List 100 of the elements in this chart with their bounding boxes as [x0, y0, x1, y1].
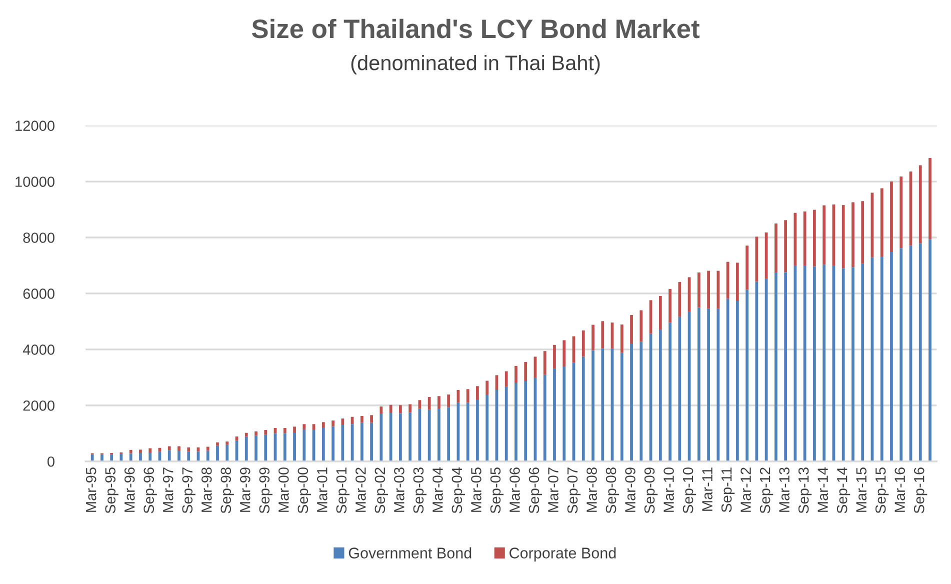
bar	[428, 397, 431, 410]
bar	[774, 272, 778, 462]
bar	[322, 422, 325, 428]
bar	[389, 412, 392, 462]
bar	[524, 381, 528, 462]
bar	[918, 165, 922, 244]
bar	[302, 429, 306, 462]
bar	[813, 210, 816, 266]
bar	[216, 442, 219, 446]
bar	[139, 450, 142, 453]
x-tick-label: Mar-07	[548, 468, 558, 512]
x-tick-label: Mar-00	[278, 467, 289, 512]
bar	[716, 308, 720, 462]
bar	[630, 344, 633, 462]
x-tick-label: Sep-12	[760, 468, 774, 514]
bar	[890, 182, 893, 252]
bar	[504, 386, 508, 462]
bar	[842, 268, 845, 462]
bar	[312, 424, 316, 430]
bar	[216, 446, 219, 462]
bar	[900, 176, 903, 248]
bar	[678, 316, 682, 462]
bar	[842, 205, 845, 268]
bar	[408, 404, 412, 412]
x-tick-label: Mar-15	[856, 468, 867, 512]
x-tick-label: Mar-02	[356, 468, 366, 512]
bar	[486, 380, 489, 396]
bar	[254, 436, 258, 462]
bar	[264, 430, 268, 435]
bar	[764, 232, 768, 279]
bar	[928, 239, 932, 462]
y-tick-label: 10000	[16, 176, 54, 187]
bar	[918, 243, 922, 462]
x-tick-label: Sep-06	[528, 468, 542, 514]
bar	[601, 321, 604, 348]
x-tick-label: Mar-12	[740, 468, 751, 512]
bar	[398, 405, 402, 414]
bar	[322, 428, 325, 462]
bar	[852, 267, 854, 462]
x-tick-label: Sep-11	[721, 468, 735, 512]
bar	[129, 450, 132, 454]
bar	[178, 446, 180, 452]
bar	[890, 252, 893, 462]
bar	[524, 362, 528, 382]
x-tick-label: Mar-08	[586, 468, 597, 512]
bar	[504, 371, 508, 387]
bar	[592, 350, 594, 462]
bar	[928, 158, 932, 240]
bar	[716, 270, 720, 309]
bar	[264, 434, 268, 462]
bar	[822, 264, 826, 462]
y-tick-label: 12000	[16, 120, 54, 131]
x-tick-label: Sep-10	[682, 467, 696, 514]
bar	[861, 264, 864, 462]
x-tick-label: Mar-16	[894, 468, 906, 512]
x-tick-label: Mar-95	[86, 468, 96, 512]
bar	[803, 265, 806, 462]
x-tick-label: Mar-01	[317, 468, 328, 512]
bar	[697, 308, 700, 462]
x-tick-label: Sep-00	[298, 467, 311, 514]
bar	[582, 356, 585, 462]
bar	[822, 205, 826, 265]
bar	[658, 330, 662, 462]
legend-label: Corporate Bond	[510, 547, 616, 562]
bar	[784, 272, 788, 462]
bar	[658, 296, 662, 330]
x-tick-label: Sep-98	[220, 468, 234, 514]
bar	[543, 351, 546, 375]
bar	[168, 450, 171, 462]
x-tick-label: Mar-96	[124, 468, 135, 512]
bar	[428, 410, 431, 462]
bar	[784, 220, 788, 272]
x-tick-label: Sep-03	[413, 468, 426, 514]
x-tick-label: Mar-13	[779, 468, 790, 512]
bar	[640, 310, 643, 342]
bar	[206, 450, 210, 462]
bar	[226, 444, 229, 462]
x-tick-label: Sep-07	[567, 468, 581, 514]
bar	[389, 404, 392, 413]
bar	[678, 282, 682, 317]
bar	[380, 414, 383, 462]
bar	[630, 315, 633, 344]
bar	[466, 402, 470, 462]
bar	[620, 324, 624, 353]
bar	[254, 431, 258, 436]
x-tick-label: Sep-95	[105, 468, 118, 514]
bar	[447, 394, 450, 408]
bar	[755, 282, 758, 462]
bar	[861, 201, 864, 264]
bar	[332, 420, 334, 426]
bar	[293, 432, 296, 462]
x-tick-label: Mar-11	[702, 468, 712, 511]
y-tick-label: 6000	[23, 288, 54, 299]
bar	[707, 270, 710, 309]
bar	[562, 366, 566, 462]
legend-label: Government Bond	[348, 547, 472, 558]
bar	[900, 248, 903, 462]
bar	[178, 451, 180, 462]
bar	[283, 428, 286, 434]
bar	[332, 426, 334, 462]
